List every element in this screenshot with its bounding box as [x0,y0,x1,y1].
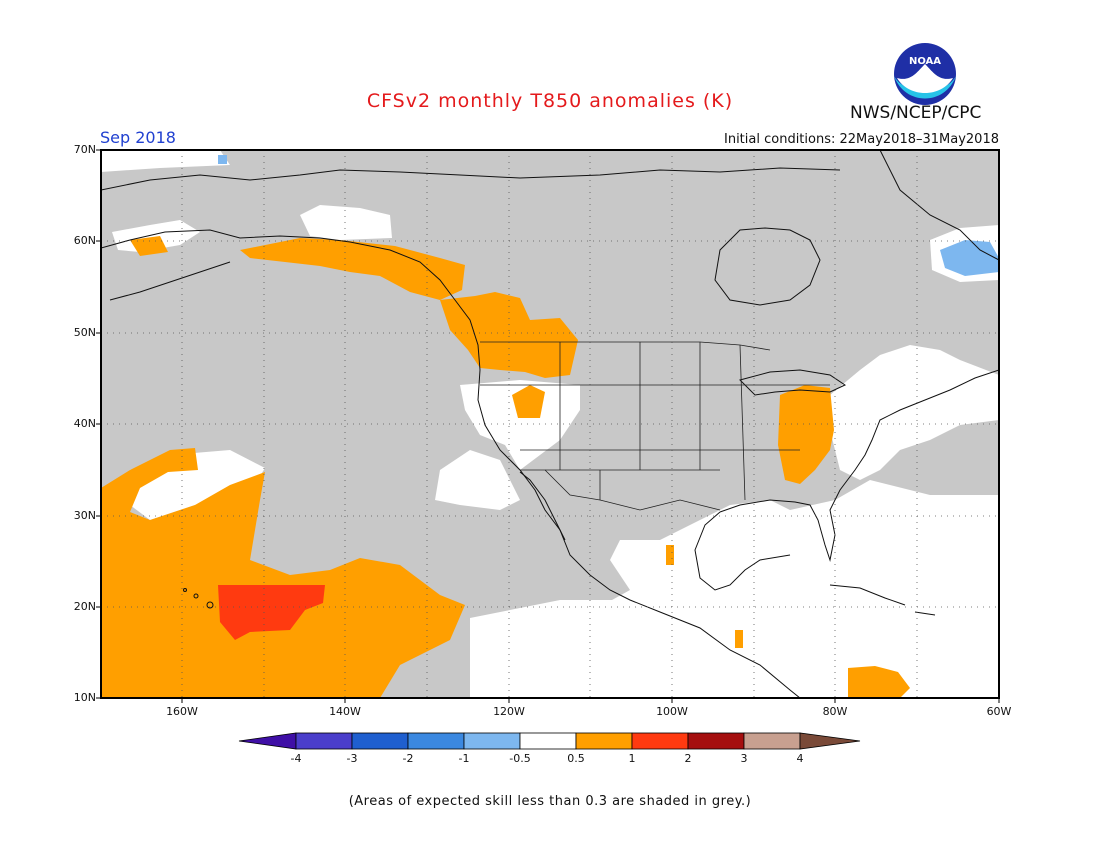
colorbar-swatch [631,732,689,750]
colorbar-swatch [687,732,745,750]
lat-label: 40N [73,417,96,430]
colorbar-swatch [575,732,633,750]
colorbar-label: -2 [402,752,414,765]
month-label: Sep 2018 [100,128,176,147]
political-borders [480,341,830,511]
lon-label: 160W [166,705,198,718]
colorbar-swatch [351,732,409,750]
cool-anomaly-arctic [218,155,227,164]
logo-text: NOAA [909,56,941,67]
lat-label: 60N [73,234,96,247]
axis-ticks [96,149,1000,703]
colorbar-label: -3 [346,752,358,765]
lon-label: 80W [822,705,848,718]
colorbar-swatch [743,732,801,750]
colorbar-swatch [463,732,521,750]
colorbar-swatch [295,732,353,750]
colorbar-label: 4 [796,752,804,765]
colorbar-label: 2 [684,752,692,765]
colorbar-label: 0.5 [567,752,585,765]
colorbar-swatch [238,732,297,750]
colorbar-label: -1 [458,752,470,765]
lat-label: 10N [73,691,96,704]
colorbar [238,732,861,750]
map-title: CFSv2 monthly T850 anomalies (K) [366,90,734,112]
colorbar-label: -0.5 [509,752,531,765]
footnote: (Areas of expected skill less than 0.3 a… [348,794,752,809]
warm-anomaly-areas [101,236,910,698]
lat-label: 50N [73,326,96,339]
lat-label: 70N [73,143,96,156]
strong-warm-anomaly [218,585,325,640]
colorbar-swatch [799,732,861,750]
lon-label: 140W [329,705,361,718]
colorbar-swatch [407,732,465,750]
lat-lon-grid [101,150,999,698]
lat-label: 20N [73,600,96,613]
lon-label: 120W [493,705,525,718]
colorbar-label: -4 [290,752,302,765]
near-normal-areas [101,150,999,698]
noaa-logo: NOAA [893,42,957,106]
agency-label: NWS/NCEP/CPC [850,103,982,123]
colorbar-swatch [519,732,577,750]
lat-label: 30N [73,509,96,522]
colorbar-label: 1 [628,752,636,765]
coastlines [101,150,999,698]
initial-conditions: Initial conditions: 22May2018–31May2018 [724,132,999,147]
cool-anomaly-labrador [940,240,999,276]
colorbar-label: 3 [740,752,748,765]
lon-label: 60W [986,705,1012,718]
lon-label: 100W [656,705,688,718]
